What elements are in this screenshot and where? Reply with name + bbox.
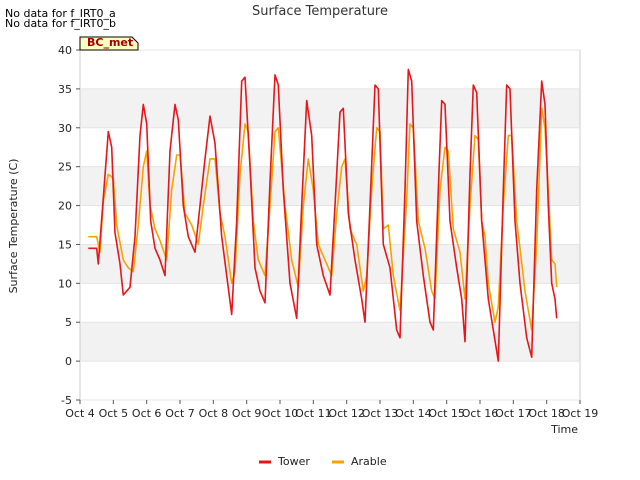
site-badge: BC_met <box>79 36 139 51</box>
x-tick-label: Oct 9 <box>232 407 262 420</box>
x-tick-label: Oct 19 <box>562 407 599 420</box>
x-tick-label: Oct 14 <box>395 407 432 420</box>
series-line-arable <box>88 107 558 331</box>
x-axis-label: Time <box>550 423 578 436</box>
x-tick-label: Oct 12 <box>328 407 365 420</box>
x-tick-label: Oct 17 <box>495 407 532 420</box>
chart-title: Surface Temperature <box>252 4 388 19</box>
x-tick-label: Oct 16 <box>462 407 499 420</box>
grid-band <box>80 88 580 128</box>
y-tick-label: 30 <box>58 122 72 135</box>
y-tick-label: 25 <box>58 161 72 174</box>
x-tick-label: Oct 13 <box>362 407 399 420</box>
grid-band <box>80 166 580 206</box>
background-bands <box>80 50 580 400</box>
y-tick-label: 35 <box>58 83 72 96</box>
grid-band <box>80 205 580 245</box>
y-axis-label: Surface Temperature (C) <box>7 159 20 294</box>
x-tick-label: Oct 15 <box>428 407 465 420</box>
no-data-note-a: No data for f_IRT0_a <box>5 7 116 20</box>
site-badge-label: BC_met <box>87 36 133 49</box>
grid-band <box>80 127 580 167</box>
x-tick-label: Oct 4 <box>65 407 95 420</box>
series-lines <box>88 68 558 362</box>
y-tick-label: 20 <box>58 200 72 213</box>
grid-band <box>80 361 580 400</box>
y-tick-label: 0 <box>65 355 72 368</box>
grid-band <box>80 50 580 89</box>
series-line-tower <box>88 68 558 362</box>
legend-label-tower: Tower <box>277 455 310 468</box>
x-tick-label: Oct 18 <box>528 407 565 420</box>
y-tick-label: 10 <box>58 277 72 290</box>
y-tick-label: 5 <box>65 316 72 329</box>
x-tick-label: Oct 5 <box>99 407 129 420</box>
no-data-note-b: No data for f_IRT0_b <box>5 17 117 30</box>
x-axis-ticks: Oct 4 Oct 5 Oct 6 Oct 7 Oct 8 Oct 9 Oct 10Oct … <box>65 400 598 420</box>
x-tick-label: Oct 11 <box>295 407 332 420</box>
grid-band <box>80 322 580 362</box>
legend-label-arable: Arable <box>351 455 387 468</box>
y-tick-label: 15 <box>58 238 72 251</box>
x-tick-label: Oct 6 <box>132 407 162 420</box>
x-tick-label: Oct 7 <box>165 407 195 420</box>
legend: Tower Arable <box>259 455 387 468</box>
y-tick-label: 40 <box>58 44 72 57</box>
y-tick-label: -5 <box>61 394 72 407</box>
y-axis-ticks: -5 0 5 10 15 20 25 30 35 40 <box>58 44 580 407</box>
x-tick-label: Oct 10 <box>262 407 299 420</box>
x-tick-label: Oct 8 <box>199 407 229 420</box>
